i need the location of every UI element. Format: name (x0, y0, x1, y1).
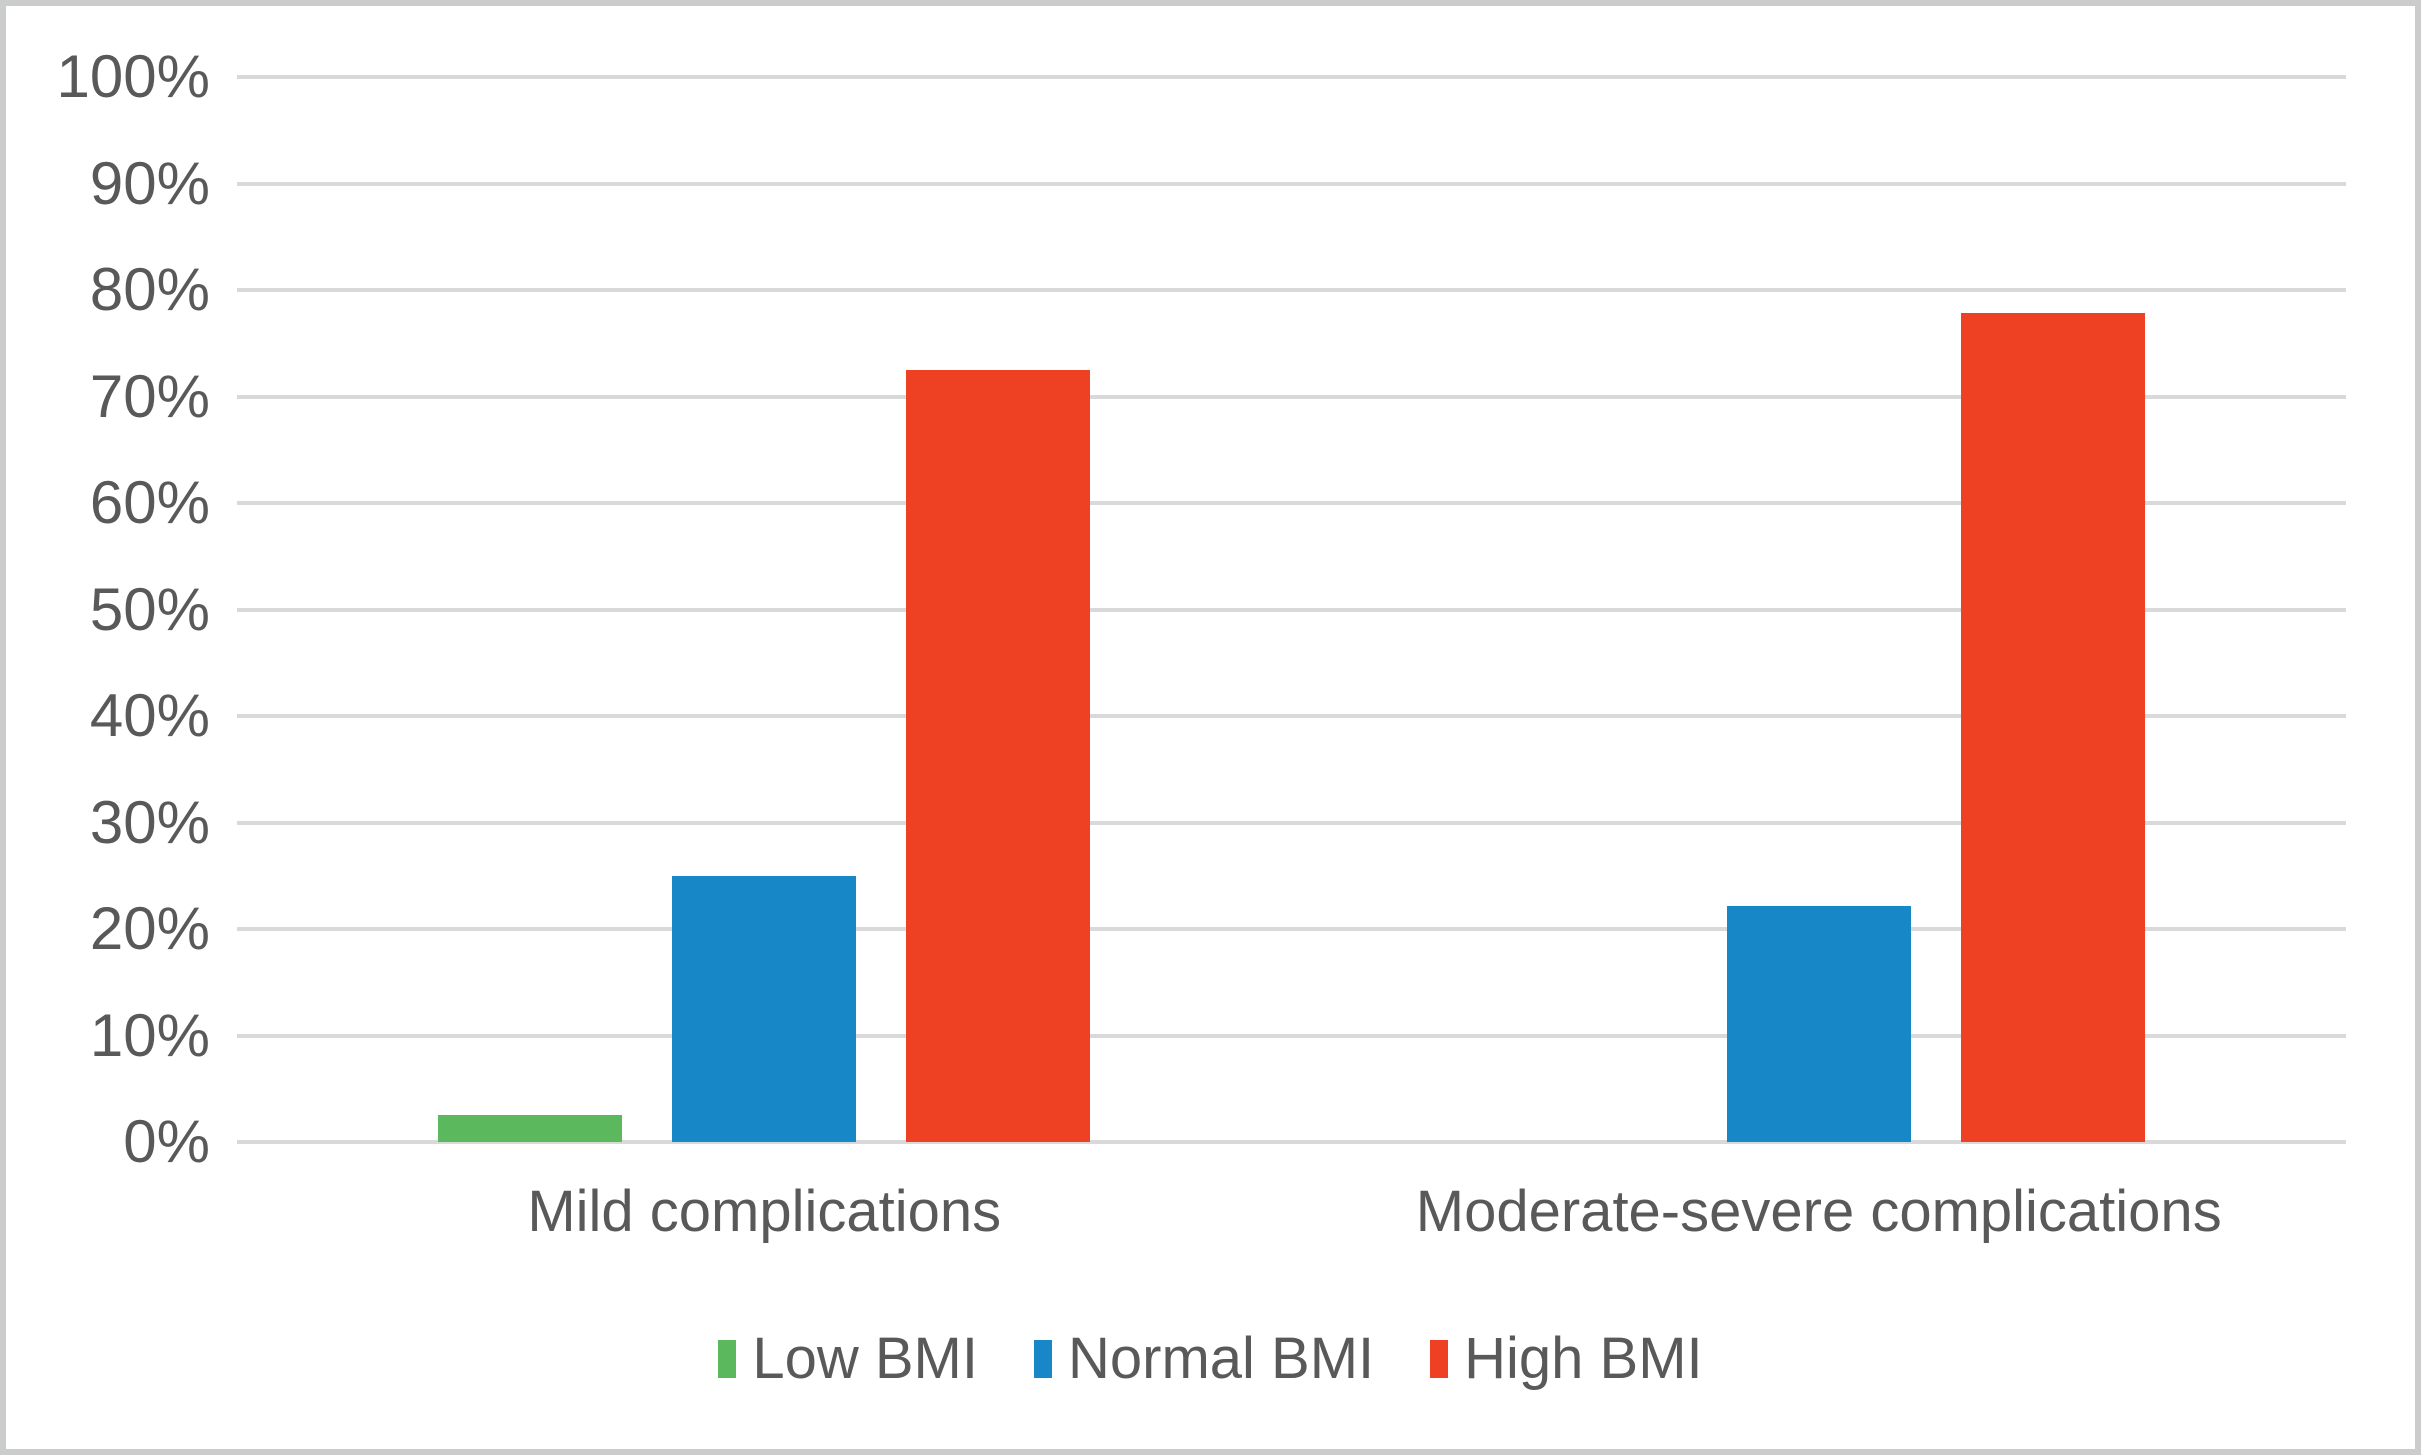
bar-low-bmi-cat1 (438, 1115, 623, 1142)
y-tick-label-80: 80% (89, 256, 210, 323)
y-tick-label-40: 40% (89, 682, 210, 749)
gridline-0 (237, 1140, 2346, 1144)
category-label-2: Moderate-severe complications (1415, 1179, 2222, 1244)
bar-high-bmi-cat2 (1960, 313, 2145, 1142)
legend-swatch-icon (1430, 1340, 1449, 1378)
gridline-20 (237, 927, 2346, 931)
y-tick-label-20: 20% (89, 895, 210, 962)
gridline-30 (237, 820, 2346, 825)
gridline-50 (237, 607, 2346, 612)
bar-normal-bmi-cat2 (1726, 905, 1911, 1142)
y-tick-label-0: 0% (123, 1108, 210, 1175)
legend-item-low-bmi: Low BMI (718, 1324, 978, 1394)
category-label-1: Mild complications (527, 1179, 1002, 1244)
y-tick-label-60: 60% (89, 469, 210, 536)
bar-normal-bmi-cat1 (672, 875, 857, 1142)
legend-label: Low BMI (752, 1326, 978, 1391)
legend-item-normal-bmi: Normal BMI (1033, 1324, 1375, 1394)
legend-swatch-icon (1033, 1340, 1052, 1378)
gridline-60 (237, 501, 2346, 505)
gridline-100 (237, 75, 2346, 79)
y-tick-label-90: 90% (89, 149, 210, 217)
gridline-40 (237, 714, 2346, 718)
gridline-90 (237, 181, 2346, 186)
bar-high-bmi-cat1 (906, 369, 1091, 1142)
gridline-10 (237, 1033, 2346, 1038)
y-tick-label-50: 50% (89, 575, 210, 643)
gridline-70 (237, 394, 2346, 399)
y-tick-label-100: 100% (56, 43, 210, 110)
y-tick-label-70: 70% (89, 362, 210, 430)
y-tick-label-10: 10% (89, 1001, 210, 1069)
gridline-80 (237, 288, 2346, 292)
legend-item-high-bmi: High BMI (1430, 1324, 1703, 1394)
legend: Low BMI Normal BMI High BMI (6, 1324, 2415, 1394)
legend-label: High BMI (1464, 1326, 1703, 1391)
y-tick-label-30: 30% (89, 788, 210, 856)
legend-swatch-icon (718, 1340, 737, 1378)
legend-label: Normal BMI (1067, 1326, 1375, 1391)
